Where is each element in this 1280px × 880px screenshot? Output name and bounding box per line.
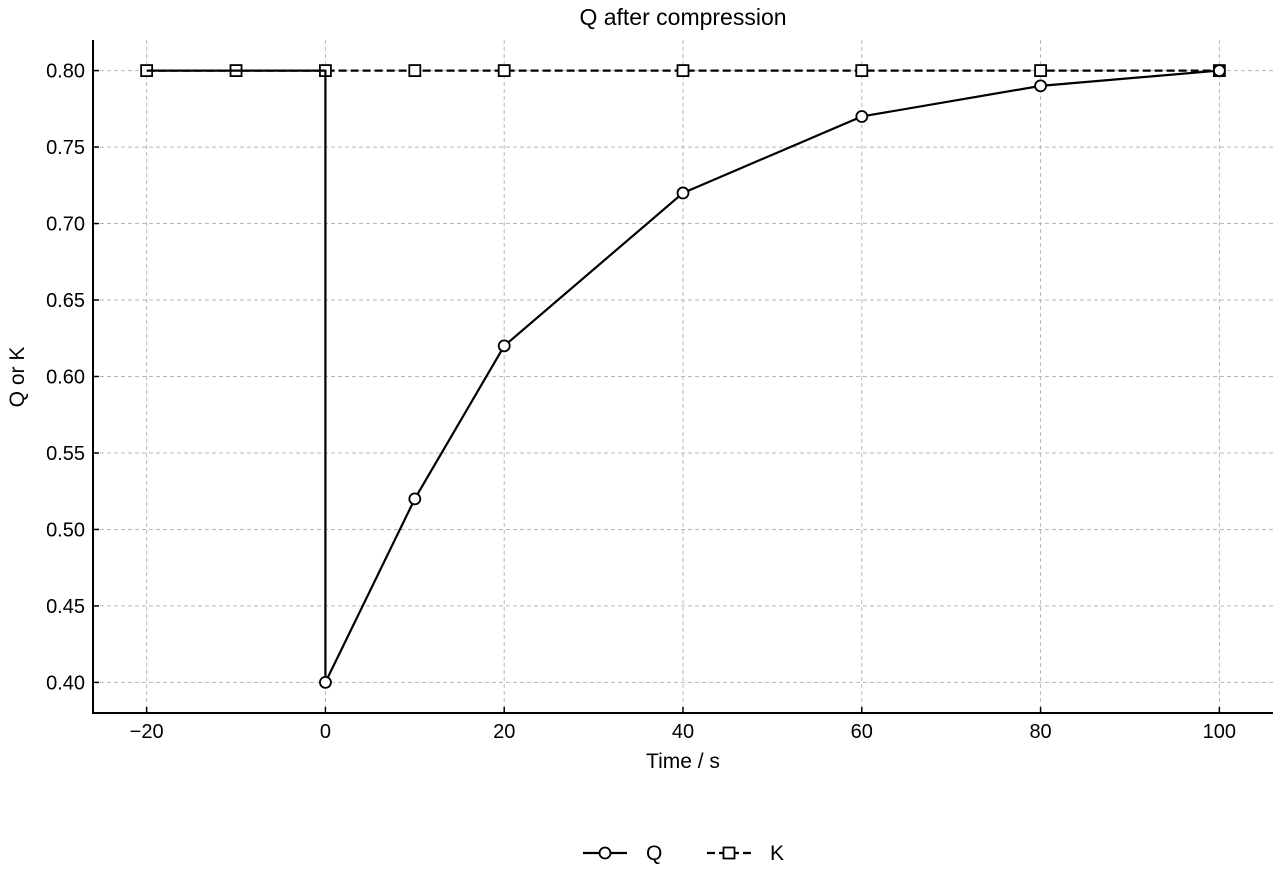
series-q-point — [319, 676, 332, 689]
x-tick-label: 60 — [851, 721, 873, 743]
legend-label-k: K — [770, 842, 784, 865]
series-k-point — [408, 64, 422, 77]
y-tick-label: 0.55 — [46, 443, 85, 465]
series-q-point — [497, 339, 511, 353]
y-tick-label: 0.70 — [46, 214, 85, 236]
x-tick-label: 20 — [493, 721, 515, 743]
axes: −20 0 20 40 60 80 100 0.40 0.45 0.50 0.55 0.60 0.65 0… — [46, 40, 1273, 743]
x-tick-label: 0 — [320, 721, 331, 743]
y-tick-label: 0.65 — [46, 290, 85, 312]
y-axis-label: Q or K — [6, 347, 29, 408]
y-tick-label: 0.45 — [46, 596, 85, 618]
y-tick-label: 0.60 — [46, 367, 85, 389]
x-tick-label: 40 — [672, 721, 694, 743]
series-q-point — [1212, 64, 1226, 77]
legend-item-q: Q — [583, 842, 662, 865]
y-tick-label: 0.80 — [46, 61, 85, 83]
x-axis-label: Time / s — [646, 750, 720, 773]
legend-item-k: K — [707, 842, 784, 865]
x-tick-label: 100 — [1203, 721, 1236, 743]
series-q-point — [1034, 79, 1047, 93]
chart-title: Q after compression — [579, 4, 786, 30]
legend-marker-q — [598, 846, 612, 860]
legend-marker-k — [722, 846, 736, 860]
plot-area — [140, 64, 1226, 689]
series-q-point — [408, 492, 422, 506]
legend-label-q: Q — [646, 842, 662, 865]
y-tick-label: 0.50 — [46, 519, 85, 541]
x-tick-label: −20 — [130, 721, 164, 743]
series-k-point — [676, 64, 690, 77]
y-tick-label: 0.40 — [46, 672, 85, 694]
series-k-point — [497, 64, 511, 77]
x-tick-label: 80 — [1029, 721, 1051, 743]
series-k-point — [1034, 64, 1047, 77]
series-q-point — [855, 110, 869, 123]
y-tick-label: 0.75 — [46, 137, 85, 159]
series-q-point — [676, 186, 690, 200]
series-k-point — [855, 64, 869, 77]
grid — [93, 40, 1273, 713]
series-q — [146, 64, 1226, 689]
series-q-line — [146, 69, 1220, 684]
